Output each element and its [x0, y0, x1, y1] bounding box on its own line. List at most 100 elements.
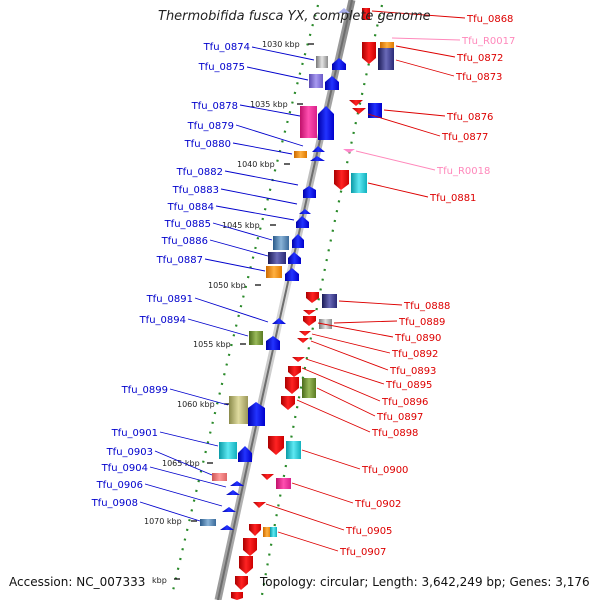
leader-line — [194, 297, 269, 323]
gene-feature — [273, 236, 289, 250]
leader-line — [224, 170, 299, 186]
gene-label: Tfu_0873 — [455, 72, 502, 83]
leader-line — [301, 449, 361, 470]
leader-line — [305, 358, 385, 385]
scale-label: 1035 kbp — [250, 100, 288, 109]
gene-feature — [318, 106, 334, 140]
gene-feature — [303, 316, 316, 326]
gene-feature — [300, 106, 317, 138]
leader-line — [316, 387, 376, 417]
gene-feature — [220, 525, 234, 530]
gene-label: Tfu_0872 — [456, 53, 503, 64]
gene-feature — [272, 318, 286, 324]
gene-label: Tfu_0898 — [371, 428, 418, 439]
gene-feature — [263, 527, 271, 537]
gene-feature — [200, 519, 216, 526]
leader-line — [220, 188, 298, 205]
gene-label: Tfu_0883 — [172, 185, 219, 196]
leader-line — [209, 239, 269, 257]
gene-feature — [352, 108, 366, 114]
rna-label: Tfu_R0017 — [461, 36, 515, 47]
accession-text: Accession: NC_007333 — [9, 575, 146, 589]
gene-label: Tfu_0896 — [381, 397, 428, 408]
scale-label: kbp — [152, 576, 167, 585]
gene-label: Tfu_0884 — [167, 202, 214, 213]
gene-label: Tfu_0880 — [184, 139, 231, 150]
gene-feature — [288, 252, 301, 264]
gene-label: Tfu_0879 — [187, 121, 234, 132]
gene-feature — [231, 592, 243, 600]
leader-line — [204, 258, 266, 272]
leader-line — [310, 340, 389, 371]
rna-leader-lines — [355, 37, 461, 171]
gene-feature — [212, 473, 227, 481]
gene-feature — [249, 331, 263, 345]
gene-feature — [362, 42, 376, 64]
gene-feature — [276, 478, 291, 489]
gene-feature — [368, 103, 382, 118]
gene-feature — [303, 186, 316, 198]
leader-line — [144, 483, 223, 507]
gene-label: Tfu_0903 — [106, 447, 153, 458]
gene-label: Tfu_0887 — [156, 255, 203, 266]
gene-feature — [243, 538, 257, 556]
leader-line — [296, 399, 371, 433]
gene-feature — [378, 48, 394, 70]
gene-feature — [219, 442, 237, 459]
gene-label: Tfu_0901 — [111, 428, 158, 439]
gene-feature — [235, 576, 248, 590]
gene-feature — [322, 294, 337, 308]
gene-feature — [222, 507, 236, 512]
gene-feature — [343, 149, 355, 153]
map-title: Thermobifida fusca YX, complete genome — [158, 9, 431, 24]
leader-line — [395, 59, 455, 77]
leader-line — [395, 45, 456, 58]
leader-line — [301, 367, 381, 402]
gene-label: Tfu_0905 — [345, 526, 392, 537]
right-gene-labels: Tfu_0868 Tfu_R0017 Tfu_0872 Tfu_0873 Tfu… — [339, 14, 515, 558]
scale-label: 1060 kbp — [177, 400, 215, 409]
scale-label: 1030 kbp — [262, 40, 300, 49]
gene-label: Tfu_0889 — [398, 317, 445, 328]
gene-feature — [349, 100, 363, 106]
gene-feature — [380, 42, 394, 49]
gene-feature — [310, 156, 325, 161]
gene-feature — [362, 8, 370, 20]
gene-feature — [230, 481, 244, 486]
gene-label: Tfu_0881 — [429, 193, 476, 204]
gene-feature — [296, 216, 309, 228]
gene-feature — [302, 378, 316, 398]
gene-feature — [299, 331, 311, 336]
topology-text: Topology: circular; Length: 3,642,249 bp… — [260, 575, 590, 589]
leader-line — [149, 466, 227, 488]
leader-line — [355, 150, 436, 171]
gene-feature — [297, 338, 309, 343]
scale-label: 1070 kbp — [144, 517, 182, 526]
gene-label: Tfu_0868 — [466, 14, 513, 25]
leader-line — [371, 10, 466, 19]
gene-feature — [338, 8, 350, 13]
leader-line — [169, 388, 229, 406]
gene-label: Tfu_0876 — [446, 112, 493, 123]
gene-feature — [268, 252, 286, 264]
gene-feature — [226, 490, 240, 495]
gene-label: Tfu_0899 — [121, 385, 168, 396]
gene-label: Tfu_0897 — [376, 412, 423, 423]
gene-feature — [268, 436, 284, 455]
gene-feature — [312, 146, 325, 152]
leader-line — [291, 482, 354, 504]
left-leader-lines — [139, 46, 315, 522]
leader-line — [391, 37, 461, 41]
leader-line — [338, 300, 403, 306]
gene-feature — [286, 441, 301, 459]
gene-feature — [266, 266, 282, 278]
leader-line — [235, 124, 304, 147]
gene-feature — [285, 268, 299, 281]
gene-feature — [306, 292, 319, 303]
gene-feature — [261, 474, 274, 480]
left-gene-labels: Tfu_0874 Tfu_0875 Tfu_0878 Tfu_0879 Tfu_… — [91, 42, 250, 509]
gene-feature — [325, 76, 339, 90]
gene-label: Tfu_0875 — [198, 62, 245, 73]
leader-line — [367, 182, 429, 198]
features-right-strand — [231, 8, 394, 600]
